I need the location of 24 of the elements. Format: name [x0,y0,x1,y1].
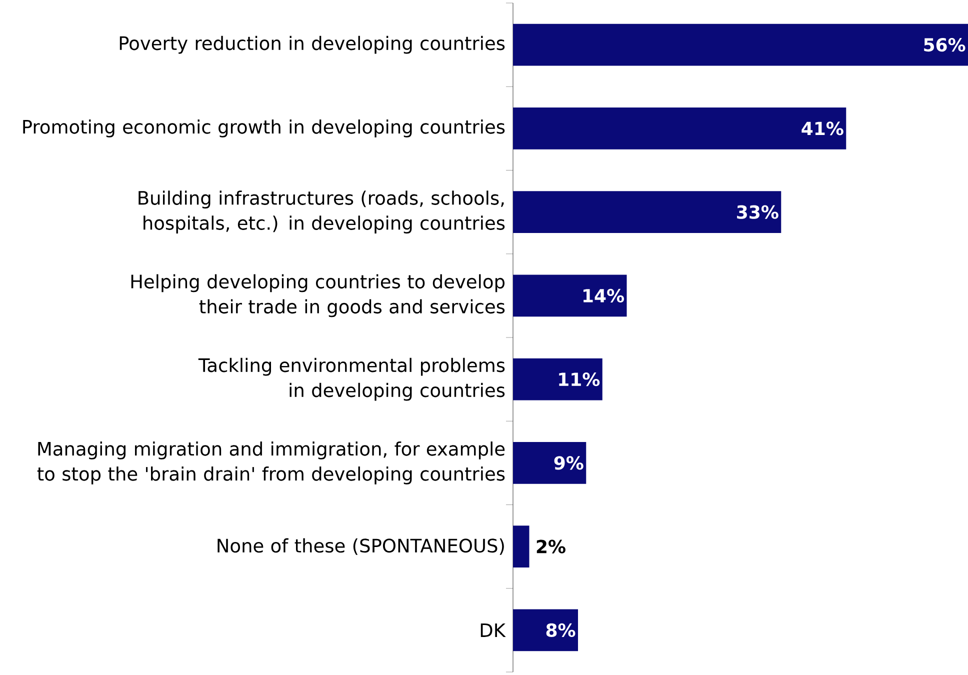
y-tick-label: Tackling environmental problems in developing countries [198,358,505,401]
data-label: 2% [536,540,566,554]
bar [513,609,578,652]
bar [513,274,627,317]
y-tick-label: DK [480,623,506,637]
y-tick-label: None of these (SPONTANEOUS) [218,538,504,555]
y-tick-label: Helping developing countries to develop their trade in goods and services [131,274,505,318]
data-label: 14% [583,288,624,302]
y-tick-label: Promoting economic growth in developing countries [23,119,505,138]
bar [513,526,530,568]
y-tick-label: Managing migration and immigration, for example to stop the 'brain drain' from developing countries [37,441,505,484]
data-label: 9% [554,456,584,470]
data-label: 11% [559,372,600,386]
data-label: 8% [546,623,576,637]
data-label: 33% [737,205,778,219]
data-label: 41% [802,122,844,136]
bar [513,108,846,150]
y-tick-label: Building infrastructures (roads, schools, hospitals, etc.) in developing countries [138,190,505,234]
data-label: 56% [924,38,966,52]
y-tick-label: Poverty reduction in developing countries [120,36,505,54]
bar [513,24,968,66]
bar [513,191,782,233]
bar [513,442,586,484]
bar [513,358,602,400]
